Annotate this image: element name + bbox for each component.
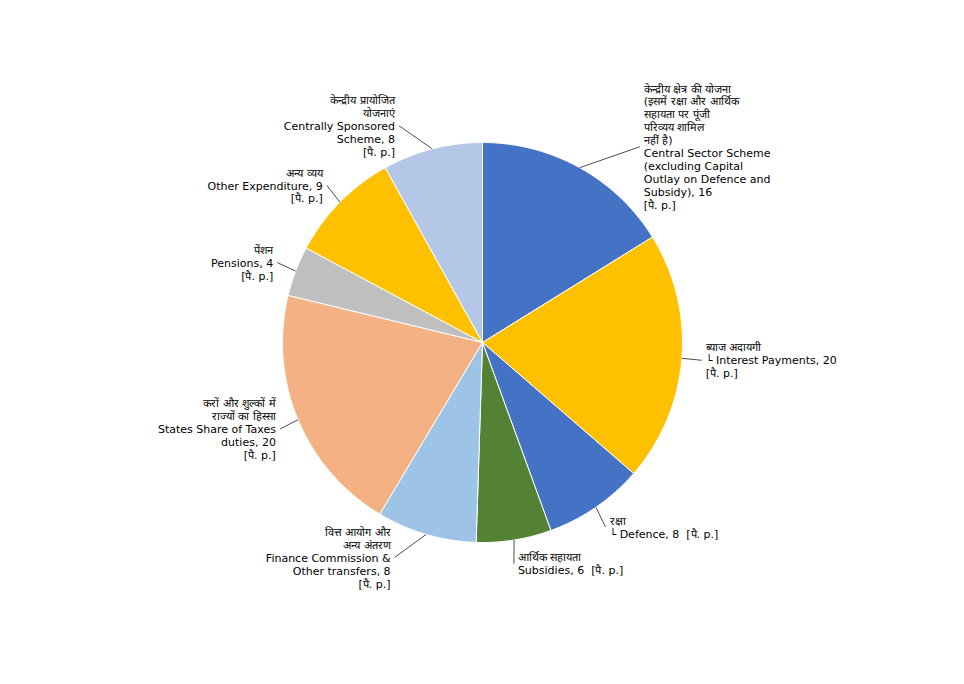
svg-text:करों और शुल्कों मेंराज्यों का: करों और शुल्कों मेंराज्यों का हिस्साStat… [158, 397, 276, 462]
svg-text:केन्द्रीय प्रायोजितयोजनाएंCent: केन्द्रीय प्रायोजितयोजनाएंCentrally Spon… [284, 94, 396, 159]
svg-text:वित्त आयोग औरअन्य अंतरणFinance: वित्त आयोग औरअन्य अंतरणFinance Commissio… [266, 526, 392, 591]
svg-text:आर्थिक सहायताSubsidies, 6 [पै: आर्थिक सहायताSubsidies, 6 [पै. p.] [518, 551, 623, 577]
svg-text:रक्षा└ Defence, 8 [पै. p.]: रक्षा└ Defence, 8 [पै. p.] [610, 515, 719, 541]
svg-text:ब्याज अदायगी└ Interest Payment: ब्याज अदायगी└ Interest Payments, 20[पै. … [706, 341, 837, 380]
svg-text:केन्द्रीय क्षेत्र की योजना(इसम: केन्द्रीय क्षेत्र की योजना(इसमें रक्षा औ… [644, 83, 771, 213]
svg-text:पेंशनPensions, 4[पै. p.]: पेंशनPensions, 4[पै. p.] [211, 244, 274, 283]
svg-text:अन्य व्ययOther Expenditure, 9[: अन्य व्ययOther Expenditure, 9[पै. p.] [208, 167, 324, 206]
